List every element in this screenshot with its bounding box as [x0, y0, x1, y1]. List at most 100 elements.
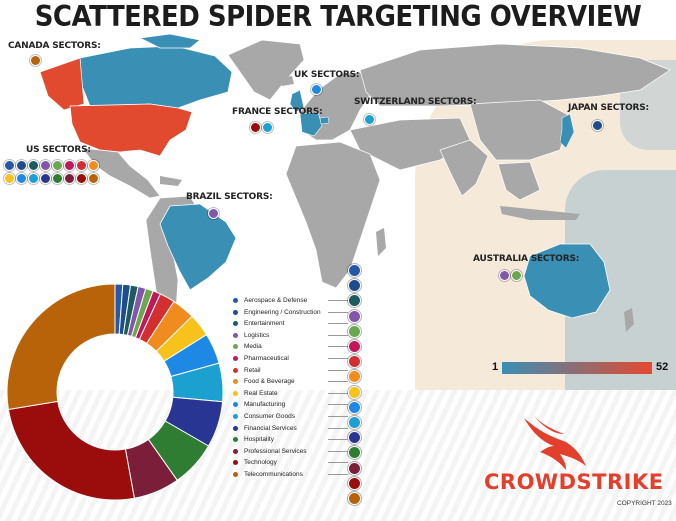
legend-connector	[328, 392, 348, 394]
engineering-construction-icon	[348, 279, 361, 293]
label-uk: UK SECTORS:	[294, 70, 360, 80]
legend-connector	[328, 427, 348, 429]
technology-icon	[348, 476, 361, 490]
legend-connector	[328, 300, 348, 301]
legend-connector	[328, 474, 348, 475]
page-title: SCATTERED SPIDER TARGETING OVERVIEW	[34, 0, 642, 34]
legend-label: Entertainment	[244, 320, 285, 328]
legend-item-hospitality: Hospitality	[233, 434, 274, 445]
legend-item-pharmaceutical: Pharmaceutical	[233, 353, 289, 364]
legend-label: Consumer Goods	[244, 413, 295, 420]
legend-label: Hospitality	[244, 436, 274, 444]
professional-services-icon	[348, 461, 361, 475]
legend-connector	[328, 334, 348, 336]
legend-swatch	[233, 298, 238, 303]
legend-label: Food & Beverage	[244, 378, 295, 386]
legend-item-media: Media	[233, 341, 262, 352]
legend-swatch	[233, 448, 238, 454]
professional-services-icon	[64, 173, 75, 184]
logistics-icon	[348, 309, 361, 323]
legend-swatch	[233, 402, 238, 408]
technology-icon	[250, 122, 261, 133]
hospitality-icon	[52, 173, 63, 184]
legend-label: Telecommunications	[244, 471, 303, 478]
consumer-goods-icon	[364, 114, 375, 125]
indonesia	[500, 206, 580, 220]
legend-connector	[328, 323, 348, 325]
consumer-goods-icon	[348, 416, 361, 429]
label-australia: AUSTRALIA SECTORS:	[473, 254, 580, 264]
region-northwest	[39, 57, 85, 111]
russia	[359, 43, 671, 107]
manufacturing-icon	[348, 400, 361, 414]
country-usa	[69, 103, 193, 157]
legend-item-consumer-goods: Consumer Goods	[233, 411, 295, 422]
legend-label: Financial Services	[244, 424, 297, 432]
legend-swatch	[233, 472, 238, 477]
real-estate-icon	[4, 173, 15, 184]
crowdstrike-falcon-logo	[524, 416, 586, 470]
legend-item-logistics: Logistics	[233, 330, 269, 341]
manufacturing-icon	[311, 84, 322, 95]
legend-swatch	[233, 379, 238, 385]
scale-min-label: 1	[492, 361, 499, 373]
country-japan	[559, 113, 575, 149]
copyright-text: COPYRIGHT 2023	[617, 500, 672, 507]
label-switzerland: SWITZERLAND SECTORS:	[354, 97, 477, 107]
legend-label: Logistics	[244, 331, 270, 339]
food-beverage-icon	[348, 370, 361, 384]
legend-swatch	[233, 321, 238, 327]
caribbean	[160, 176, 182, 186]
legend-connector	[328, 381, 348, 383]
legend-connector	[328, 358, 348, 359]
legend-label: Technology	[244, 459, 277, 467]
manufacturing-icon	[16, 173, 27, 184]
legend-swatch	[233, 332, 238, 338]
telecommunications-icon	[88, 173, 99, 184]
food-beverage-icon	[88, 160, 99, 171]
scale-max-label: 52	[656, 361, 669, 373]
legend-swatch	[233, 414, 238, 419]
label-brazil: BRAZIL SECTORS:	[186, 192, 273, 202]
iceland	[280, 76, 294, 86]
legend-item-professional-services: Professional Services	[233, 446, 307, 457]
legend-swatch	[233, 437, 238, 443]
aerospace-defense-icon	[348, 264, 361, 277]
legend-item-entertainment: Entertainment	[233, 318, 284, 329]
country-uk	[289, 89, 305, 113]
aerospace-defense-icon	[4, 160, 15, 171]
telecommunications-icon	[30, 55, 41, 66]
legend-label: Aerospace & Defense	[244, 297, 308, 304]
legend-label: Media	[244, 343, 262, 351]
legend-swatch	[233, 460, 238, 466]
country-france	[299, 111, 323, 137]
legend-label: Professional Services	[244, 447, 307, 455]
legend-connector	[328, 416, 348, 417]
legend-label: Real Estate	[244, 389, 278, 397]
donut-slice-telecommunications	[6, 283, 116, 411]
entertainment-icon	[28, 160, 39, 171]
retail-icon	[348, 355, 361, 369]
legend-swatch	[233, 425, 238, 431]
legend-connector	[328, 346, 348, 348]
legend-label: Engineering / Construction	[244, 308, 321, 316]
brand-wordmark: CROWDSTRIKE	[484, 470, 664, 494]
label-us: US SECTORS:	[26, 145, 91, 155]
legend-connector	[328, 404, 348, 406]
madagascar	[376, 228, 386, 256]
arctic-islands	[138, 33, 201, 49]
media-icon	[52, 160, 63, 171]
consumer-goods-icon	[262, 122, 273, 133]
country-switzerland	[319, 116, 330, 125]
legend-swatch	[233, 344, 238, 350]
africa	[285, 141, 381, 289]
label-canada: CANADA SECTORS:	[8, 41, 101, 51]
legend-swatch	[233, 390, 238, 396]
logistics-icon	[40, 160, 51, 171]
sector-donut-chart	[6, 283, 224, 501]
legend-label: Manufacturing	[244, 401, 286, 409]
telecommunications-icon	[348, 492, 361, 505]
color-scale-bar	[502, 362, 652, 374]
legend-item-retail: Retail	[233, 365, 261, 376]
